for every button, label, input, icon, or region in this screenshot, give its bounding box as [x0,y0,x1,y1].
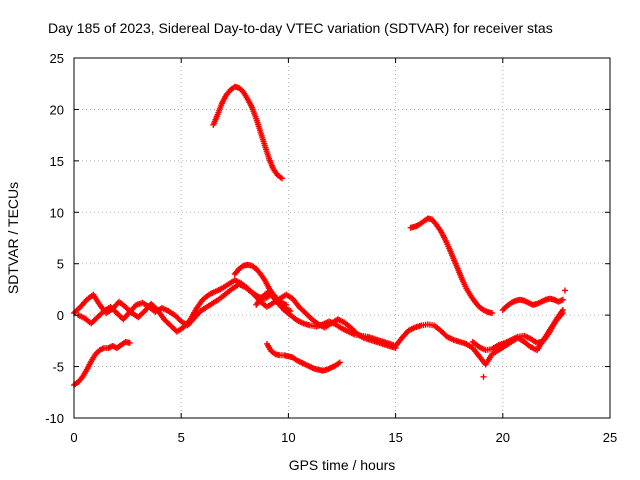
data-point [287,308,294,315]
data-point [489,310,496,317]
x-tick-label: 0 [70,430,77,445]
x-axis-ticks: 0 5 10 15 20 25 [70,58,617,445]
data-point [559,307,566,313]
y-tick-label: -5 [52,360,64,375]
y-axis-ticks: -10 -5 0 5 10 15 20 25 [45,51,610,426]
y-tick-label: 5 [57,257,64,272]
series-arc-4 [210,83,285,182]
data-point [78,375,85,382]
data-point [278,175,285,182]
x-tick-label: 20 [496,430,510,445]
series-arc-10 [469,307,566,354]
y-tick-label: 10 [50,205,64,220]
y-tick-label: -10 [45,411,64,426]
y-tick-label: 20 [50,102,64,117]
x-axis-label: GPS time / hours [289,457,396,473]
data-points [71,83,568,389]
data-point [126,339,133,346]
data-point [559,296,566,303]
series-arc-11 [499,295,566,313]
x-tick-label: 25 [603,430,617,445]
data-point [480,373,487,380]
series-outliers [480,287,568,380]
series-arc-9 [392,310,566,368]
grid [74,58,610,418]
chart-title: Day 185 of 2023, Sidereal Day-to-day VTE… [48,20,553,36]
x-tick-label: 10 [281,430,295,445]
y-tick-label: 0 [57,308,64,323]
series-arc-3 [71,338,133,389]
plot-frame [73,57,611,419]
series-arc-8 [407,215,496,317]
series-arc-6 [253,288,294,315]
y-axis-label: SDTVAR / TECUs [5,182,21,294]
y-tick-label: 15 [50,154,64,169]
series-arc-7 [263,340,343,374]
series-arc-2 [75,281,397,348]
x-tick-label: 15 [388,430,402,445]
data-point [336,359,343,366]
data-point [561,287,568,294]
x-tick-label: 5 [178,430,185,445]
y-tick-label: 25 [50,51,64,66]
